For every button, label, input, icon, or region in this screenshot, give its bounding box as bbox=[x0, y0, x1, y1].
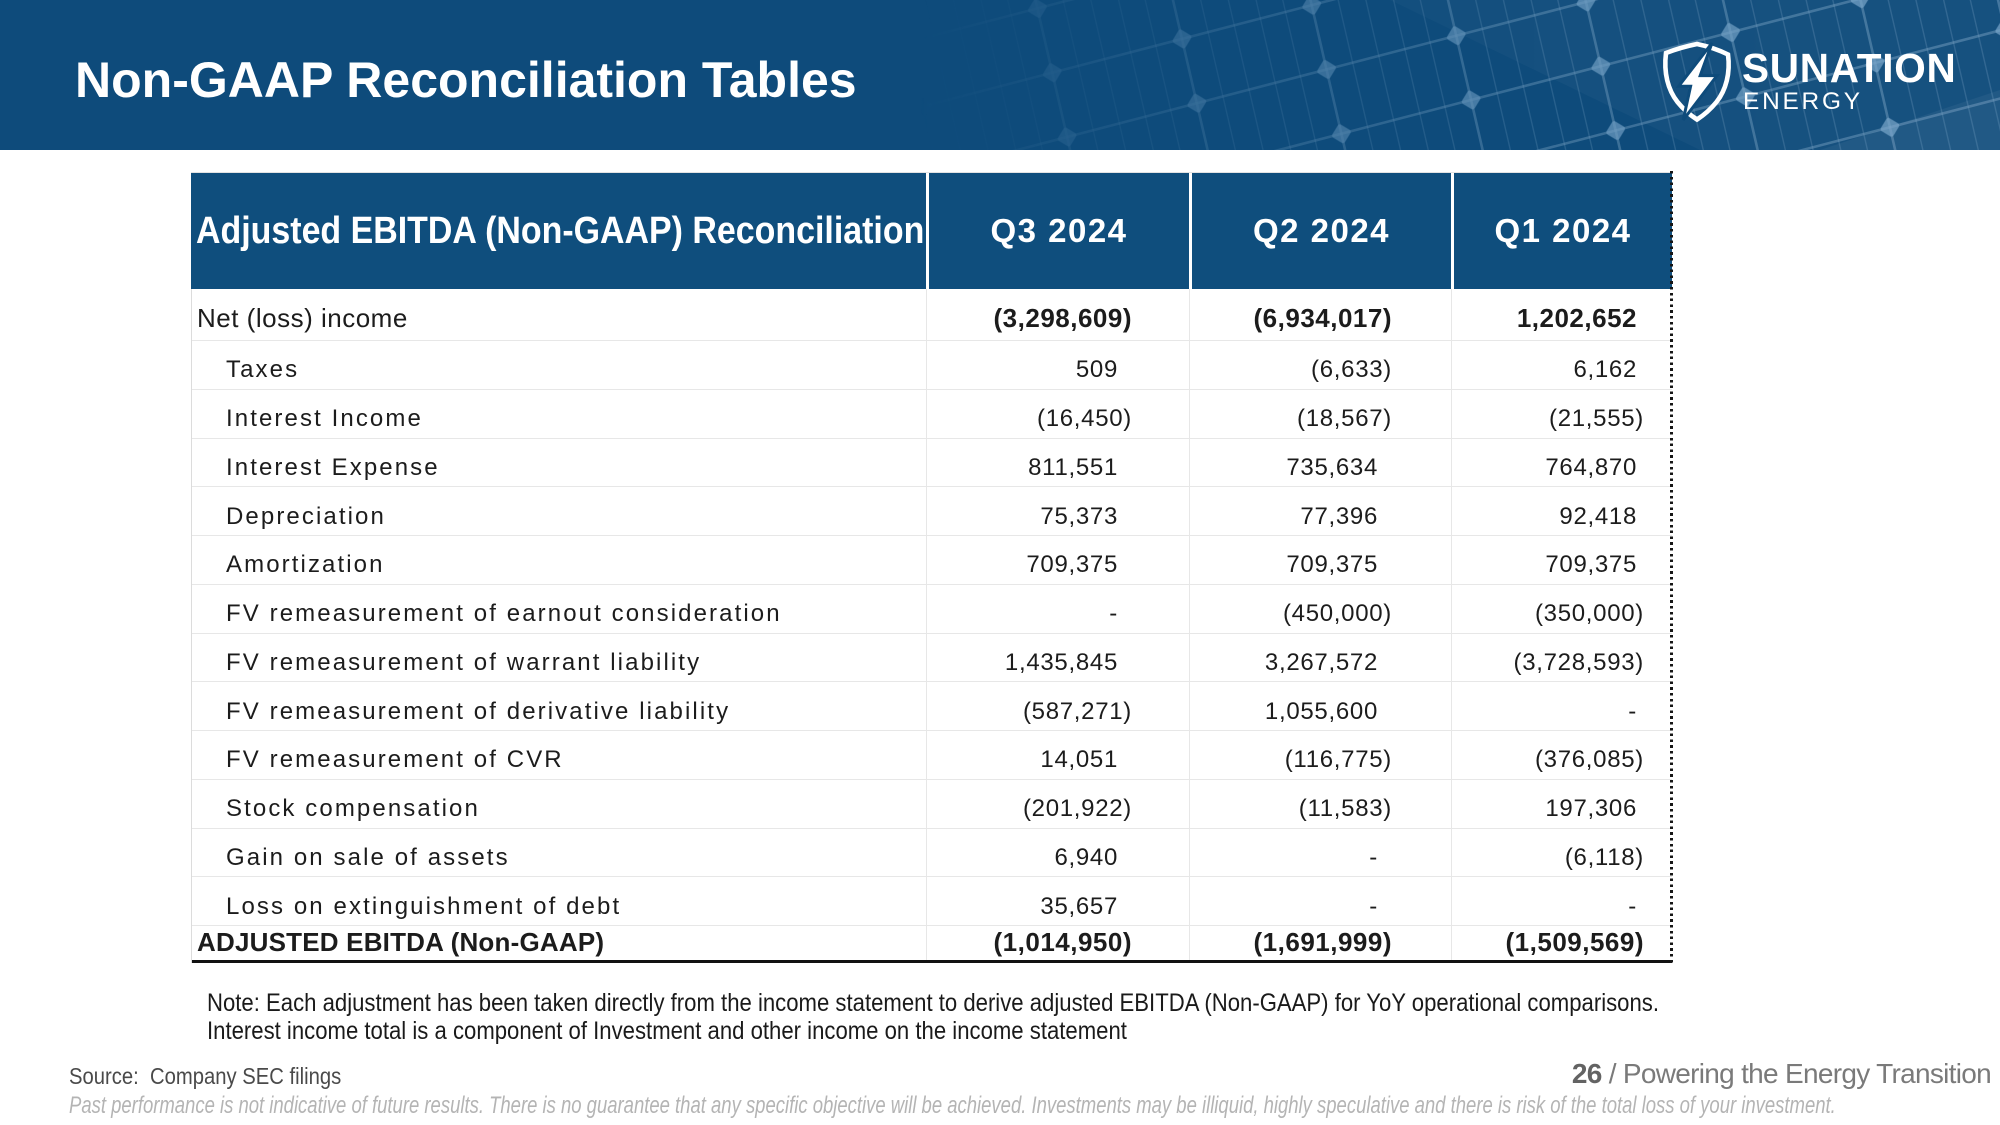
svg-text:ENERGY: ENERGY bbox=[1743, 88, 1863, 115]
svg-text:SUNATION: SUNATION bbox=[1742, 45, 1957, 91]
